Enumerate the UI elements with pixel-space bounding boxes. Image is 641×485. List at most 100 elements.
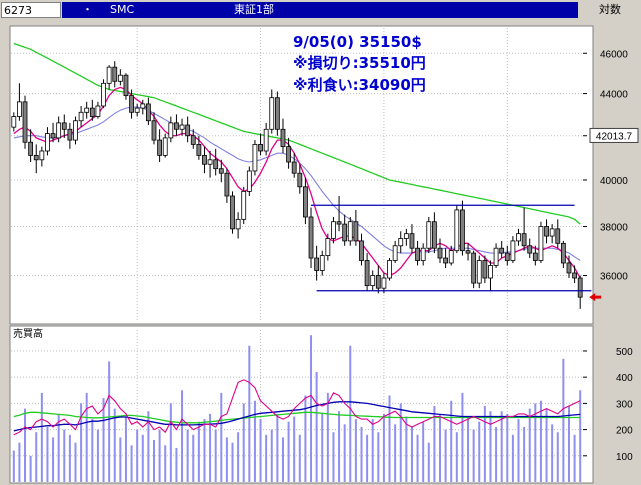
candle-down	[274, 97, 280, 130]
volume-bar	[29, 455, 32, 482]
volume-tick-label: 200	[616, 426, 633, 437]
candle-down	[532, 252, 538, 261]
candle-down	[577, 277, 583, 298]
scale-mode-button[interactable]: 対数	[599, 3, 621, 16]
market-name: 東証1部	[234, 3, 274, 16]
volume-bar	[186, 429, 189, 482]
stock-code-field[interactable]: 6273	[1, 2, 61, 18]
candle-up	[45, 133, 50, 152]
candle-up	[420, 247, 426, 261]
candle-up	[488, 265, 493, 279]
candle-up	[426, 221, 432, 249]
volume-bar	[136, 429, 139, 482]
volume-bar	[433, 406, 436, 482]
volume-bar	[450, 400, 453, 482]
volume-bar	[343, 424, 346, 482]
volume-bar	[164, 445, 167, 482]
last-price-value: 42013.7	[596, 131, 633, 142]
candle-up	[207, 159, 213, 165]
volume-bar	[360, 426, 363, 482]
volume-bar	[371, 419, 374, 482]
volume-bar	[18, 442, 21, 482]
volume-bar	[113, 408, 116, 482]
ma-long-line	[13, 42, 581, 225]
candle-up	[101, 82, 106, 107]
candle-down	[409, 233, 415, 249]
volume-bar	[366, 434, 369, 482]
stock-symbol: SMC	[110, 3, 135, 16]
candle-down	[28, 141, 34, 156]
volume-bar	[242, 403, 245, 482]
volume-bar	[40, 392, 43, 482]
price-tick-label: 46000	[600, 49, 628, 60]
candle-up	[516, 233, 521, 242]
candle-up	[241, 190, 247, 220]
bullet-marker: ・	[82, 3, 93, 16]
volume-bar	[495, 426, 498, 482]
volume-bar	[478, 421, 481, 482]
volume-bar	[57, 413, 60, 482]
volume-bar	[169, 403, 172, 482]
volume-bar	[377, 432, 380, 482]
volume-bar	[332, 432, 335, 482]
volume-bar	[293, 416, 296, 482]
candle-down	[415, 247, 420, 261]
candle-down	[460, 209, 465, 252]
candle-up	[134, 107, 140, 113]
volume-bar	[231, 442, 234, 482]
candle-up	[17, 101, 22, 117]
volume-bar	[74, 442, 77, 482]
candle-down	[33, 154, 39, 161]
volume-bar	[225, 437, 228, 482]
candle-down	[342, 223, 348, 242]
candle-up	[325, 238, 331, 256]
volume-bar	[259, 419, 262, 482]
volume-bar	[209, 413, 212, 482]
price-moving-averages	[13, 42, 581, 279]
candle-down	[482, 260, 488, 279]
candle-up	[252, 144, 258, 172]
volume-bar	[405, 416, 408, 482]
candle-down	[112, 66, 118, 82]
volume-bar	[573, 434, 576, 482]
candle-down	[123, 74, 129, 97]
candle-down	[196, 144, 202, 156]
volume-bar	[96, 429, 99, 482]
range-lines	[311, 204, 592, 292]
volume-bar	[506, 413, 509, 482]
ma-short-line	[13, 86, 581, 279]
volume-bar	[108, 361, 111, 482]
volume-bar	[410, 426, 413, 482]
candle-up	[370, 275, 376, 287]
volume-axis: 100 200 300 400 500	[583, 347, 633, 463]
volume-bar	[102, 398, 105, 482]
volume-bar	[489, 411, 492, 482]
candle-down	[50, 133, 56, 139]
volume-bar	[253, 400, 256, 482]
price-tick-label: 38000	[600, 222, 628, 233]
volume-ma-mid-line	[13, 401, 581, 432]
candle-down	[291, 161, 297, 174]
candle-up	[454, 209, 460, 252]
candle-down	[471, 252, 477, 284]
volume-bar	[80, 403, 83, 482]
candle-up	[84, 107, 90, 113]
volume-tick-label: 500	[616, 347, 633, 358]
candle-up	[510, 240, 516, 261]
candle-up	[387, 260, 392, 279]
volume-bar	[500, 411, 503, 482]
volume-bar	[153, 440, 155, 482]
volume-bar	[579, 390, 582, 482]
candle-down	[230, 195, 235, 230]
volume-bar	[24, 408, 27, 482]
volume-bar	[394, 424, 397, 482]
candle-down	[286, 146, 291, 163]
volume-tick-label: 100	[616, 452, 633, 463]
volume-bar	[399, 403, 402, 482]
candle-up	[331, 221, 336, 239]
price-tick-label: 44000	[600, 90, 628, 101]
candle-down	[560, 242, 566, 264]
volume-bar	[315, 371, 318, 482]
volume-bar	[197, 421, 200, 482]
candle-up	[39, 150, 45, 161]
